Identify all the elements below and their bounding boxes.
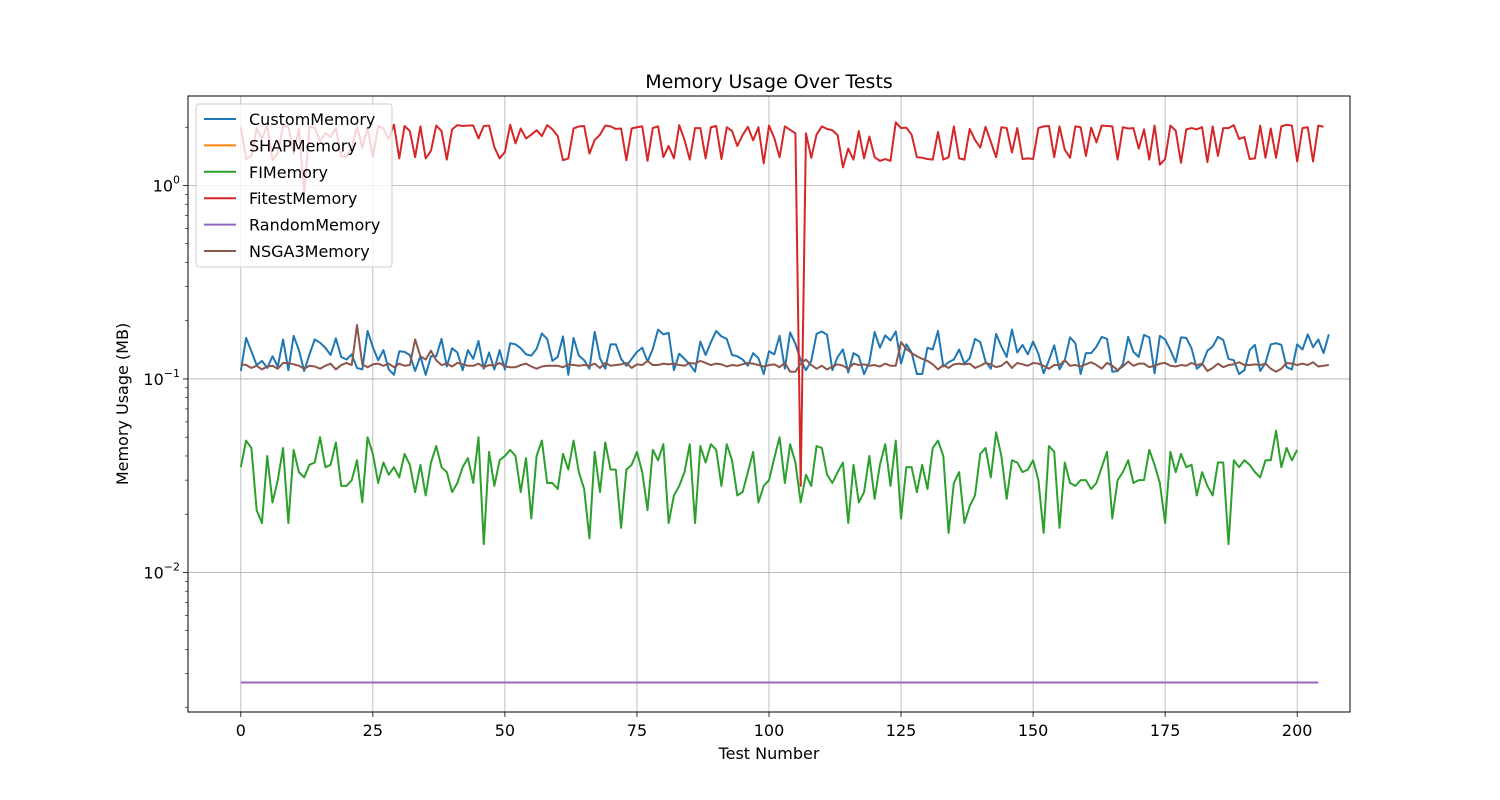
x-tick-label: 200	[1282, 721, 1313, 740]
y-tick-label: 10−2	[143, 560, 180, 582]
series-line-custommemory	[239, 328, 1330, 376]
x-tick-label: 75	[627, 721, 647, 740]
y-tick-base: 10	[143, 370, 163, 389]
legend-label-fitestmemory: FitestMemory	[249, 189, 357, 208]
x-axis-ticks: 0 25 50 75 100 125 150 175 200	[236, 712, 1313, 740]
x-tick-label: 100	[754, 721, 785, 740]
grid-lines	[188, 96, 1350, 712]
legend-label-shapmemory: SHAPMemory	[249, 136, 357, 155]
legend: CustomMemory SHAPMemory FIMemory FitestMemo…	[195, 103, 393, 268]
legend-label-randommemory: RandomMemory	[249, 216, 380, 235]
y-axis-label: Memory Usage (MB)	[113, 323, 132, 485]
x-tick-label: 25	[363, 721, 383, 740]
x-tick-label: 0	[236, 721, 246, 740]
chart-title: Memory Usage Over Tests	[645, 71, 893, 93]
x-tick-label: 150	[1018, 721, 1049, 740]
series-line-nsga3memory	[240, 324, 1330, 373]
y-tick-exponent: 0	[173, 173, 180, 186]
y-tick-label: 100	[153, 173, 180, 195]
x-tick-label: 125	[886, 721, 917, 740]
legend-label-fimemory: FIMemory	[249, 163, 328, 182]
x-tick-label: 50	[495, 721, 515, 740]
y-tick-exponent: −1	[164, 367, 180, 380]
y-tick-base: 10	[143, 563, 163, 582]
y-tick-base: 10	[153, 176, 173, 195]
legend-label-custommemory: CustomMemory	[249, 110, 375, 129]
legend-box	[195, 103, 393, 268]
legend-label-nsga3memory: NSGA3Memory	[249, 242, 370, 261]
plot-series	[239, 121, 1330, 684]
y-tick-exponent: −2	[164, 560, 180, 573]
x-tick-label: 175	[1150, 721, 1181, 740]
y-tick-label: 10−1	[143, 367, 180, 389]
series-line-fitestmemory	[239, 121, 1324, 487]
series-line-fimemory	[239, 429, 1299, 546]
x-axis-label: Test Number	[718, 744, 820, 763]
